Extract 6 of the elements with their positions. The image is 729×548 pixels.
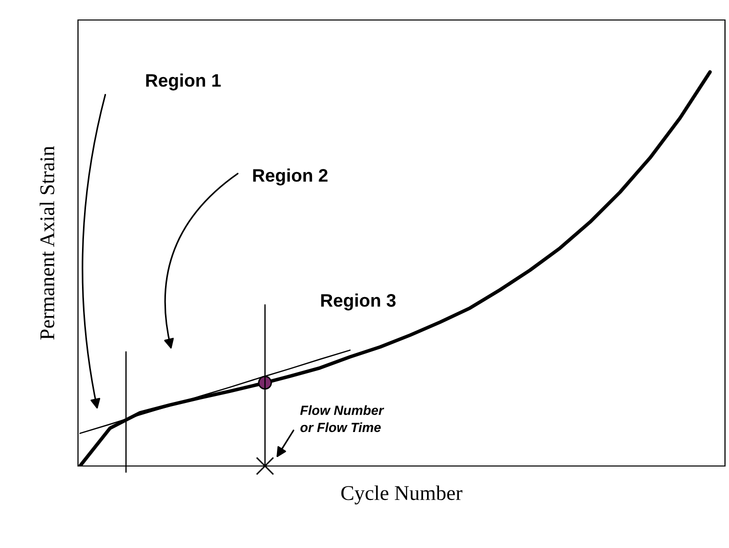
annotation: Region 2 xyxy=(253,168,328,186)
y-axis-title: Permanent Axial Strain xyxy=(40,146,54,340)
annotation: Region 3 xyxy=(321,294,396,310)
x-axis-title: Cycle Number xyxy=(341,485,462,504)
annotation: Flow Number or Flow Time xyxy=(300,405,384,432)
annotation: Region 1 xyxy=(146,74,221,90)
